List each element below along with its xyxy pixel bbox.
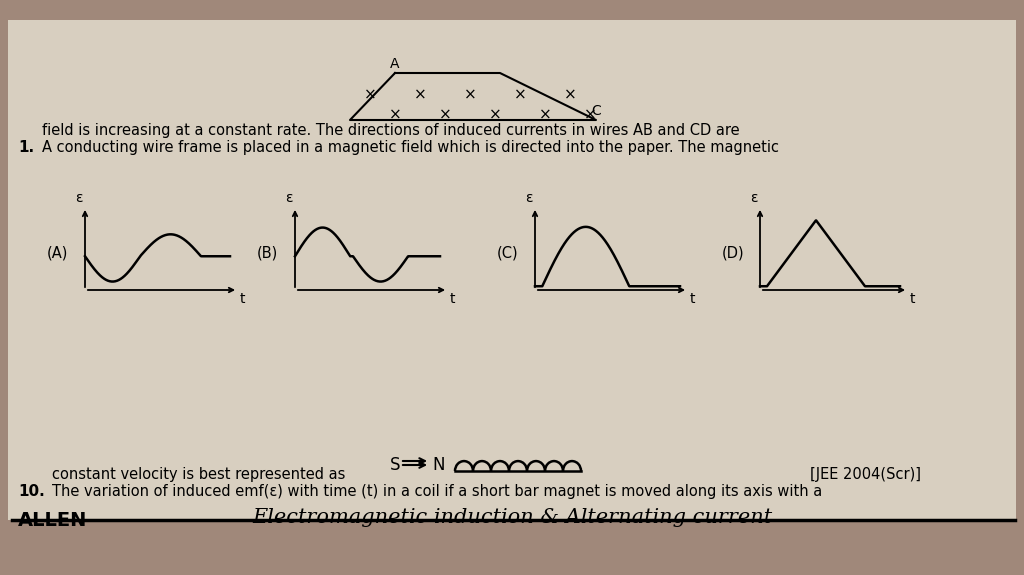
Text: ×: × xyxy=(464,87,476,102)
Text: (D): (D) xyxy=(722,245,744,260)
Text: ε: ε xyxy=(751,191,758,205)
Text: (C): (C) xyxy=(497,245,518,260)
Text: Electromagnetic induction & Alternating current: Electromagnetic induction & Alternating … xyxy=(252,508,772,527)
Text: ×: × xyxy=(514,87,526,102)
Text: (A): (A) xyxy=(47,245,69,260)
Text: t: t xyxy=(240,292,246,306)
Text: ε: ε xyxy=(76,191,83,205)
Bar xyxy=(8,20,1016,520)
Text: 1.: 1. xyxy=(18,140,34,155)
Text: ε: ε xyxy=(525,191,534,205)
Text: ×: × xyxy=(364,87,377,102)
Text: ×: × xyxy=(438,108,452,122)
Text: [JEE 2004(Scr)]: [JEE 2004(Scr)] xyxy=(810,467,921,482)
Text: ×: × xyxy=(488,108,502,122)
Text: ALLEN: ALLEN xyxy=(18,511,87,530)
Text: 10.: 10. xyxy=(18,484,45,499)
Text: field is increasing at a constant rate. The directions of induced currents in wi: field is increasing at a constant rate. … xyxy=(42,123,739,138)
Text: The variation of induced emf(ε) with time (t) in a coil if a short bar magnet is: The variation of induced emf(ε) with tim… xyxy=(52,484,822,499)
Text: C: C xyxy=(591,104,601,118)
Text: N: N xyxy=(432,456,444,474)
Text: ×: × xyxy=(584,108,596,122)
Text: (B): (B) xyxy=(257,245,279,260)
Text: ε: ε xyxy=(286,191,293,205)
Text: ×: × xyxy=(389,108,401,122)
Text: t: t xyxy=(690,292,695,306)
Text: ×: × xyxy=(563,87,577,102)
Text: ×: × xyxy=(414,87,426,102)
Text: t: t xyxy=(910,292,915,306)
Text: A: A xyxy=(390,57,399,71)
Text: constant velocity is best represented as: constant velocity is best represented as xyxy=(52,467,345,482)
Text: t: t xyxy=(450,292,456,306)
Text: ×: × xyxy=(539,108,551,122)
Text: S: S xyxy=(390,456,400,474)
Text: A conducting wire frame is placed in a magnetic field which is directed into the: A conducting wire frame is placed in a m… xyxy=(42,140,779,155)
